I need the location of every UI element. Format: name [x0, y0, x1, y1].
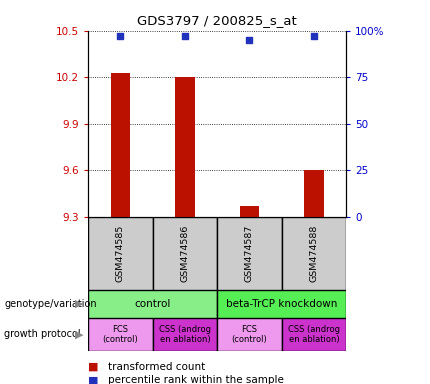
Text: FCS
(control): FCS (control) [231, 325, 267, 344]
Text: percentile rank within the sample: percentile rank within the sample [108, 375, 283, 384]
Bar [111, 73, 130, 217]
Point [181, 33, 188, 40]
Text: ■: ■ [88, 362, 98, 372]
Text: transformed count: transformed count [108, 362, 205, 372]
Text: genotype/variation: genotype/variation [4, 299, 97, 309]
Bar [88, 290, 217, 318]
Title: GDS3797 / 200825_s_at: GDS3797 / 200825_s_at [137, 14, 297, 27]
Text: control: control [135, 299, 171, 309]
Text: ▶: ▶ [75, 299, 84, 309]
Bar [153, 318, 217, 351]
Bar [304, 170, 323, 217]
Bar [88, 217, 153, 290]
Text: GSM474587: GSM474587 [245, 225, 254, 282]
Point [246, 37, 253, 43]
Text: ■: ■ [88, 375, 98, 384]
Bar [282, 318, 346, 351]
Point [310, 33, 317, 40]
Bar [217, 217, 282, 290]
Bar [282, 217, 346, 290]
Bar [217, 290, 346, 318]
Bar [240, 206, 259, 217]
Text: GSM474586: GSM474586 [181, 225, 189, 282]
Text: FCS
(control): FCS (control) [102, 325, 138, 344]
Text: GSM474588: GSM474588 [310, 225, 318, 282]
Bar [217, 318, 282, 351]
Bar [88, 318, 153, 351]
Text: beta-TrCP knockdown: beta-TrCP knockdown [226, 299, 338, 309]
Bar [153, 217, 217, 290]
Text: growth protocol: growth protocol [4, 329, 81, 339]
Text: CSS (androg
en ablation): CSS (androg en ablation) [159, 325, 211, 344]
Text: GSM474585: GSM474585 [116, 225, 125, 282]
Text: ▶: ▶ [75, 329, 84, 339]
Point [117, 33, 124, 40]
Bar [175, 77, 194, 217]
Text: CSS (androg
en ablation): CSS (androg en ablation) [288, 325, 340, 344]
